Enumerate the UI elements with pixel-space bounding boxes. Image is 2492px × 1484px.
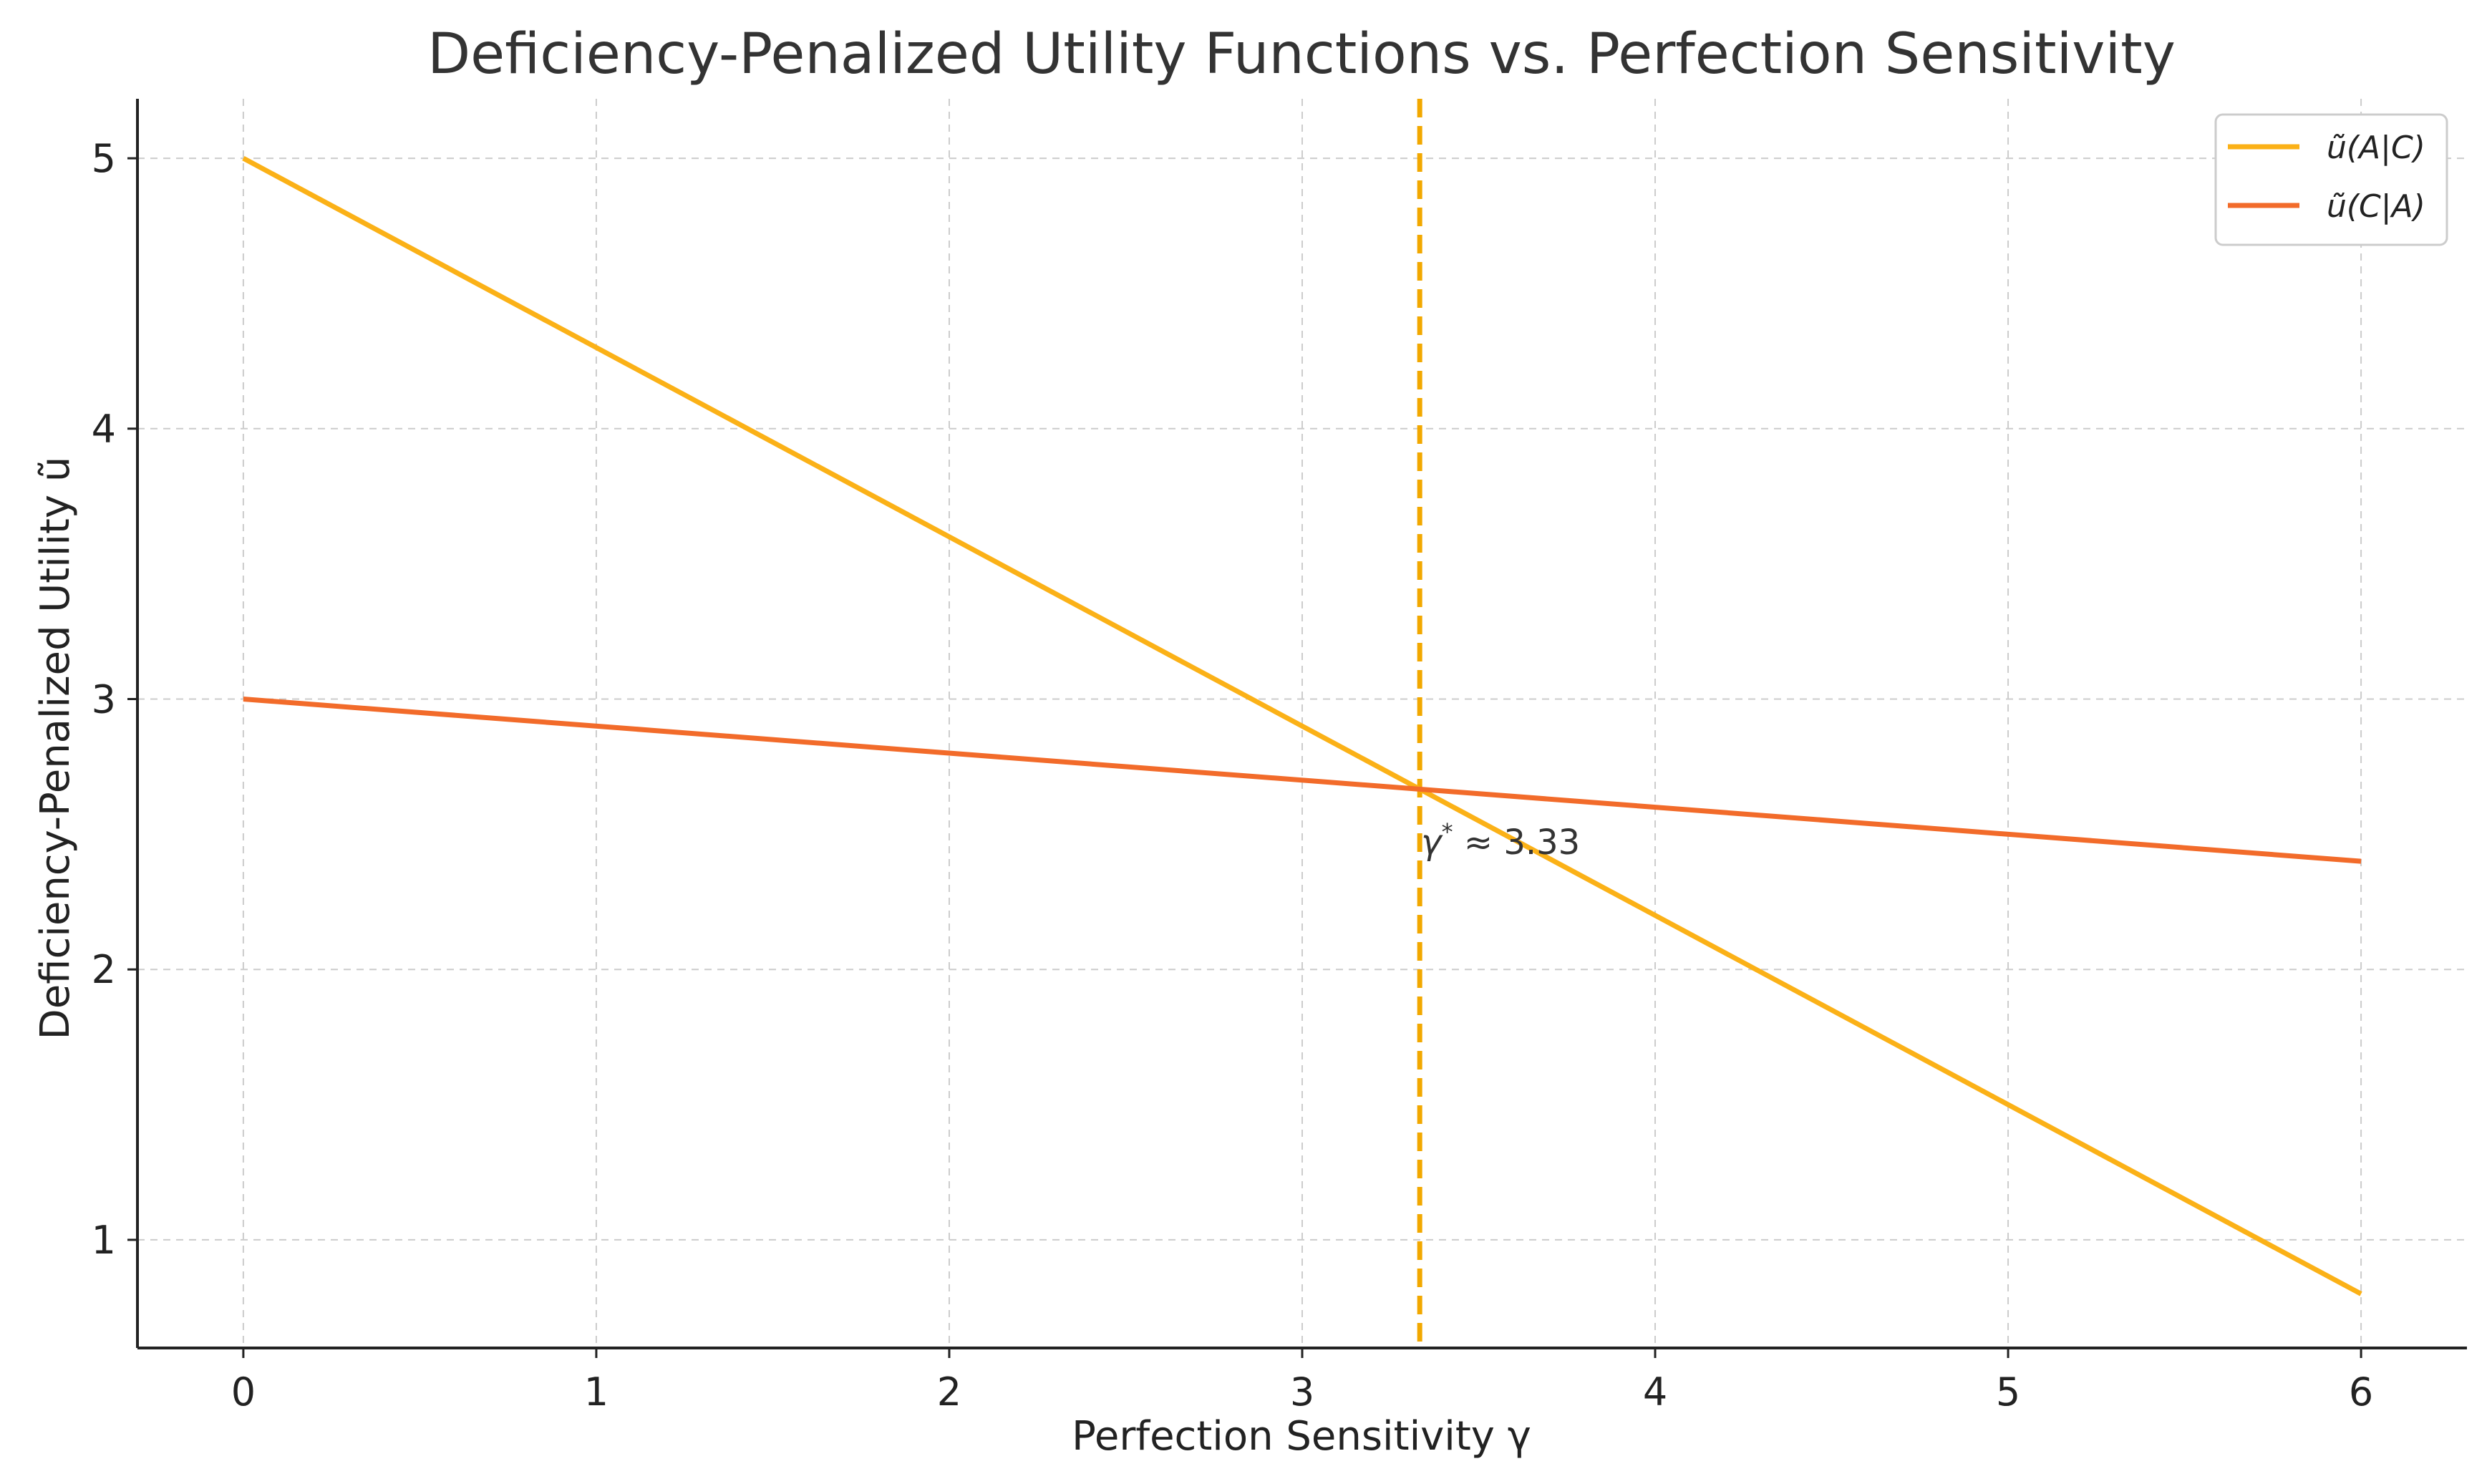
- y-tick-label: 5: [92, 136, 116, 181]
- x-axis-label: Perfection Sensitivity γ: [1072, 1413, 1531, 1460]
- annotation-value: ≈ 3.33: [1453, 823, 1581, 863]
- y-axis-label: Deficiency-Penalized Utility ũ: [32, 457, 79, 1040]
- x-tick-label: 3: [1290, 1369, 1314, 1415]
- legend-label-0: ũ(A|C): [2327, 130, 2425, 166]
- y-tick-label: 4: [92, 407, 116, 452]
- annotation-sup: *: [1442, 818, 1453, 845]
- series-line-1: [243, 697, 2362, 864]
- y-ticks: 1 2 3 4 5: [92, 136, 137, 1263]
- y-tick-label: 3: [92, 677, 116, 722]
- grid: [137, 99, 2467, 1348]
- annotation-symbol: γ: [1421, 823, 1443, 863]
- x-tick-label: 1: [584, 1369, 609, 1415]
- gamma-star-annotation: γ* ≈ 3.33: [1421, 818, 1580, 863]
- legend-label-1: ũ(C|A): [2327, 188, 2425, 225]
- y-tick-label: 2: [92, 947, 116, 992]
- legend: ũ(A|C) ũ(C|A): [2214, 113, 2448, 246]
- y-tick-label: 1: [92, 1218, 116, 1263]
- x-tick-label: 4: [1643, 1369, 1667, 1415]
- series-line-0: [242, 156, 2362, 1296]
- series-layer: [242, 156, 2362, 1296]
- x-ticks: 0 1 2 3 4 5 6: [231, 1348, 2373, 1415]
- x-tick-label: 0: [231, 1369, 256, 1415]
- x-tick-label: 2: [937, 1369, 961, 1415]
- chart-title: Deficiency-Penalized Utility Functions v…: [427, 22, 2176, 87]
- x-tick-label: 6: [2349, 1369, 2373, 1415]
- x-tick-label: 5: [1996, 1369, 2020, 1415]
